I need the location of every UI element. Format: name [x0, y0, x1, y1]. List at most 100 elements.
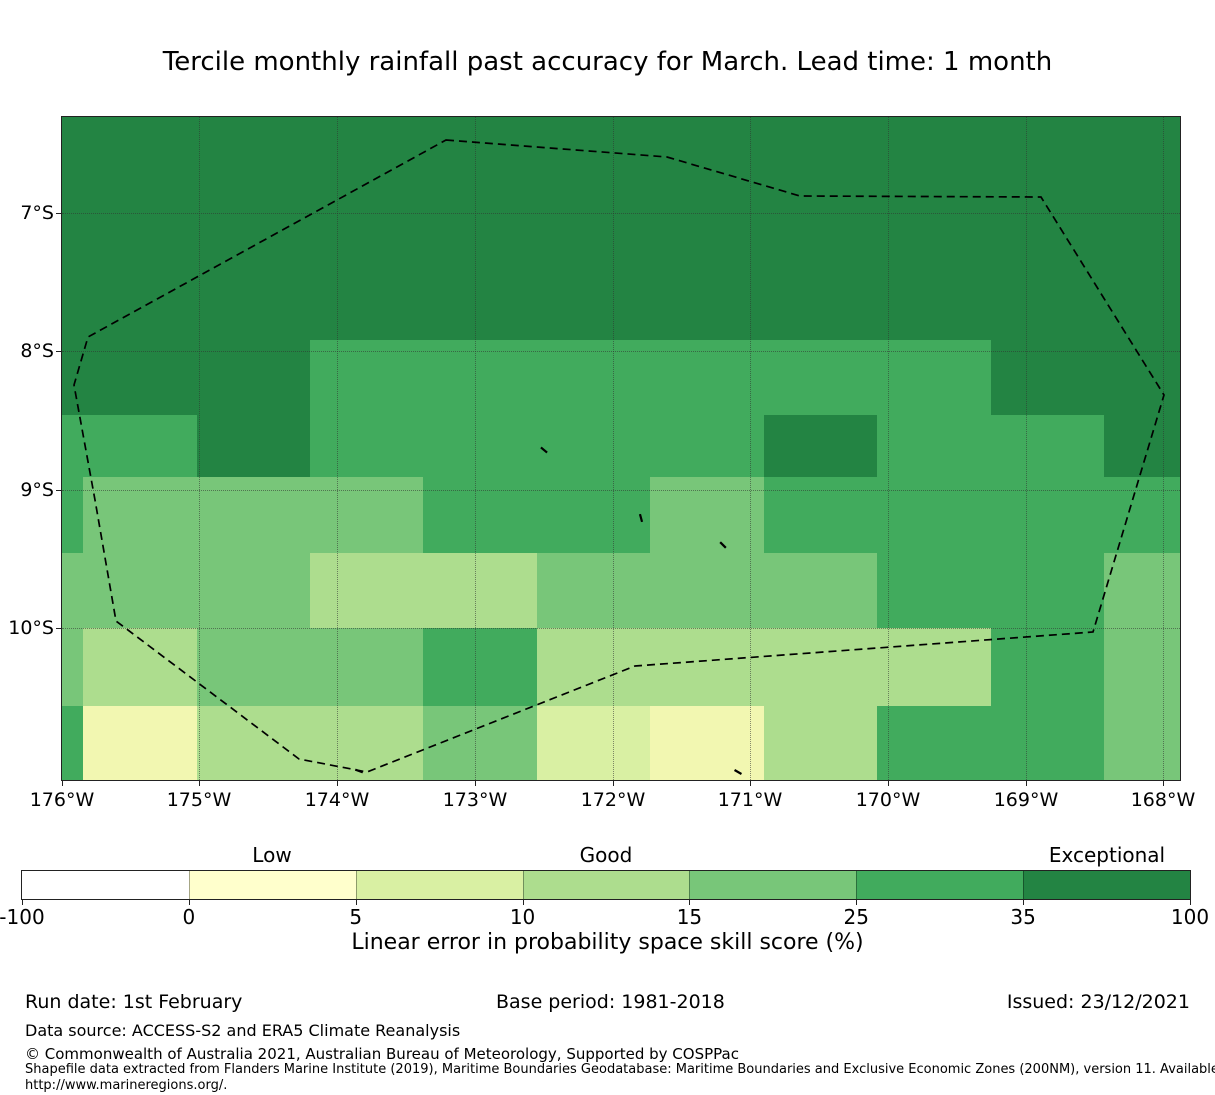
grid-cell — [537, 477, 650, 553]
gridline-horizontal — [62, 351, 1180, 352]
grid-cell — [650, 340, 764, 415]
lon-tick-label: 176°W — [29, 789, 95, 811]
lon-tick-label: 172°W — [580, 789, 646, 811]
lon-tick-label: 170°W — [855, 789, 921, 811]
island-mark — [540, 446, 548, 454]
grid-cell — [1104, 340, 1180, 415]
grid-cell — [537, 628, 650, 706]
grid-cell — [83, 190, 197, 265]
colorbar-segment — [689, 871, 857, 899]
lon-tick-mark — [337, 781, 338, 786]
grid-cell — [764, 477, 877, 553]
grid-cell — [197, 706, 310, 780]
grid-cell — [62, 477, 83, 553]
gridline-vertical — [475, 117, 476, 780]
grid-cell — [197, 628, 310, 706]
lon-tick-mark — [199, 781, 200, 786]
grid-cell — [991, 706, 1104, 780]
grid-cell — [197, 415, 310, 477]
colorbar-tick-mark — [1190, 900, 1191, 905]
grid-cell — [83, 706, 197, 780]
grid-cell — [423, 477, 537, 553]
lon-tick-mark — [888, 781, 889, 786]
chart-title: Tercile monthly rainfall past accuracy f… — [162, 47, 1053, 77]
grid-cell — [991, 477, 1104, 553]
grid-cell — [423, 340, 537, 415]
grid-cell — [650, 190, 764, 265]
grid-cell — [537, 265, 650, 340]
colorbar-tick-mark — [689, 900, 691, 905]
colorbar-tick-mark — [22, 900, 23, 905]
grid-cell — [1104, 190, 1180, 265]
grid-cell — [83, 265, 197, 340]
grid-cell — [877, 190, 991, 265]
grid-cell — [764, 553, 877, 628]
colorbar-segment — [856, 871, 1024, 899]
grid-cell — [991, 190, 1104, 265]
grid-cell — [764, 415, 877, 477]
lon-tick-label: 168°W — [1130, 789, 1196, 811]
grid-cell — [1104, 553, 1180, 628]
gridline-vertical — [337, 117, 338, 780]
grid-cell — [310, 415, 423, 477]
grid-cell — [764, 340, 877, 415]
lat-tick-label: 7°S — [20, 202, 54, 224]
grid-cell — [537, 415, 650, 477]
island-marks — [354, 446, 743, 775]
colorbar-tick-mark — [188, 900, 190, 905]
island-mark — [354, 768, 364, 774]
grid-cell — [650, 477, 764, 553]
grid-cell — [764, 117, 877, 190]
gridline-horizontal — [62, 213, 1180, 214]
grid-cell — [650, 706, 764, 780]
lat-tick-label: 8°S — [20, 340, 54, 362]
grid-cell — [877, 340, 991, 415]
grid-cell — [991, 265, 1104, 340]
grid-cell — [537, 340, 650, 415]
lon-tick-mark — [475, 781, 476, 786]
grid-cell — [991, 340, 1104, 415]
grid-cell — [83, 553, 197, 628]
grid-cell — [1104, 477, 1180, 553]
gridline-horizontal — [62, 628, 1180, 629]
copyright-text: © Commonwealth of Australia 2021, Austra… — [25, 1045, 739, 1063]
island-mark — [719, 541, 727, 549]
island-mark — [638, 513, 644, 523]
grid-cell — [310, 340, 423, 415]
grid-cell — [197, 553, 310, 628]
grid-cell — [310, 477, 423, 553]
grid-cell — [650, 628, 764, 706]
grid-cell — [62, 190, 83, 265]
lat-tick-mark — [56, 490, 61, 491]
grid-cell — [62, 340, 83, 415]
grid-cell — [650, 553, 764, 628]
grid-cell — [423, 553, 537, 628]
grid-cell — [62, 117, 83, 190]
colorbar-segment — [188, 871, 356, 899]
grid-cell — [197, 265, 310, 340]
lon-tick-label: 173°W — [442, 789, 508, 811]
colorbar-tick-mark — [856, 900, 858, 905]
grid-cell — [423, 265, 537, 340]
colorbar-axis-label: Linear error in probability space skill … — [351, 930, 864, 955]
grid-cell — [877, 117, 991, 190]
grid-cell — [310, 553, 423, 628]
grid-cell — [83, 415, 197, 477]
shapefile-credit-url: http://www.marineregions.org/. — [25, 1078, 228, 1093]
lon-tick-mark — [750, 781, 751, 786]
eez-boundary-layer — [73, 139, 1165, 775]
lon-tick-mark — [62, 781, 63, 786]
gridline-vertical — [1163, 117, 1164, 780]
grid-cell — [310, 265, 423, 340]
grid-cell — [877, 706, 991, 780]
lat-tick-label: 9°S — [20, 479, 54, 501]
grid-cell — [83, 477, 197, 553]
grid-cell — [991, 553, 1104, 628]
grid-cell — [991, 117, 1104, 190]
colorbar-segment — [22, 871, 189, 899]
shapefile-credit-line1: Shapefile data extracted from Flanders M… — [25, 1062, 1215, 1077]
colorbar-tick-label: 25 — [843, 905, 869, 929]
gridline-horizontal — [62, 490, 1180, 491]
grid-cell — [991, 415, 1104, 477]
colorbar-segment — [355, 871, 523, 899]
